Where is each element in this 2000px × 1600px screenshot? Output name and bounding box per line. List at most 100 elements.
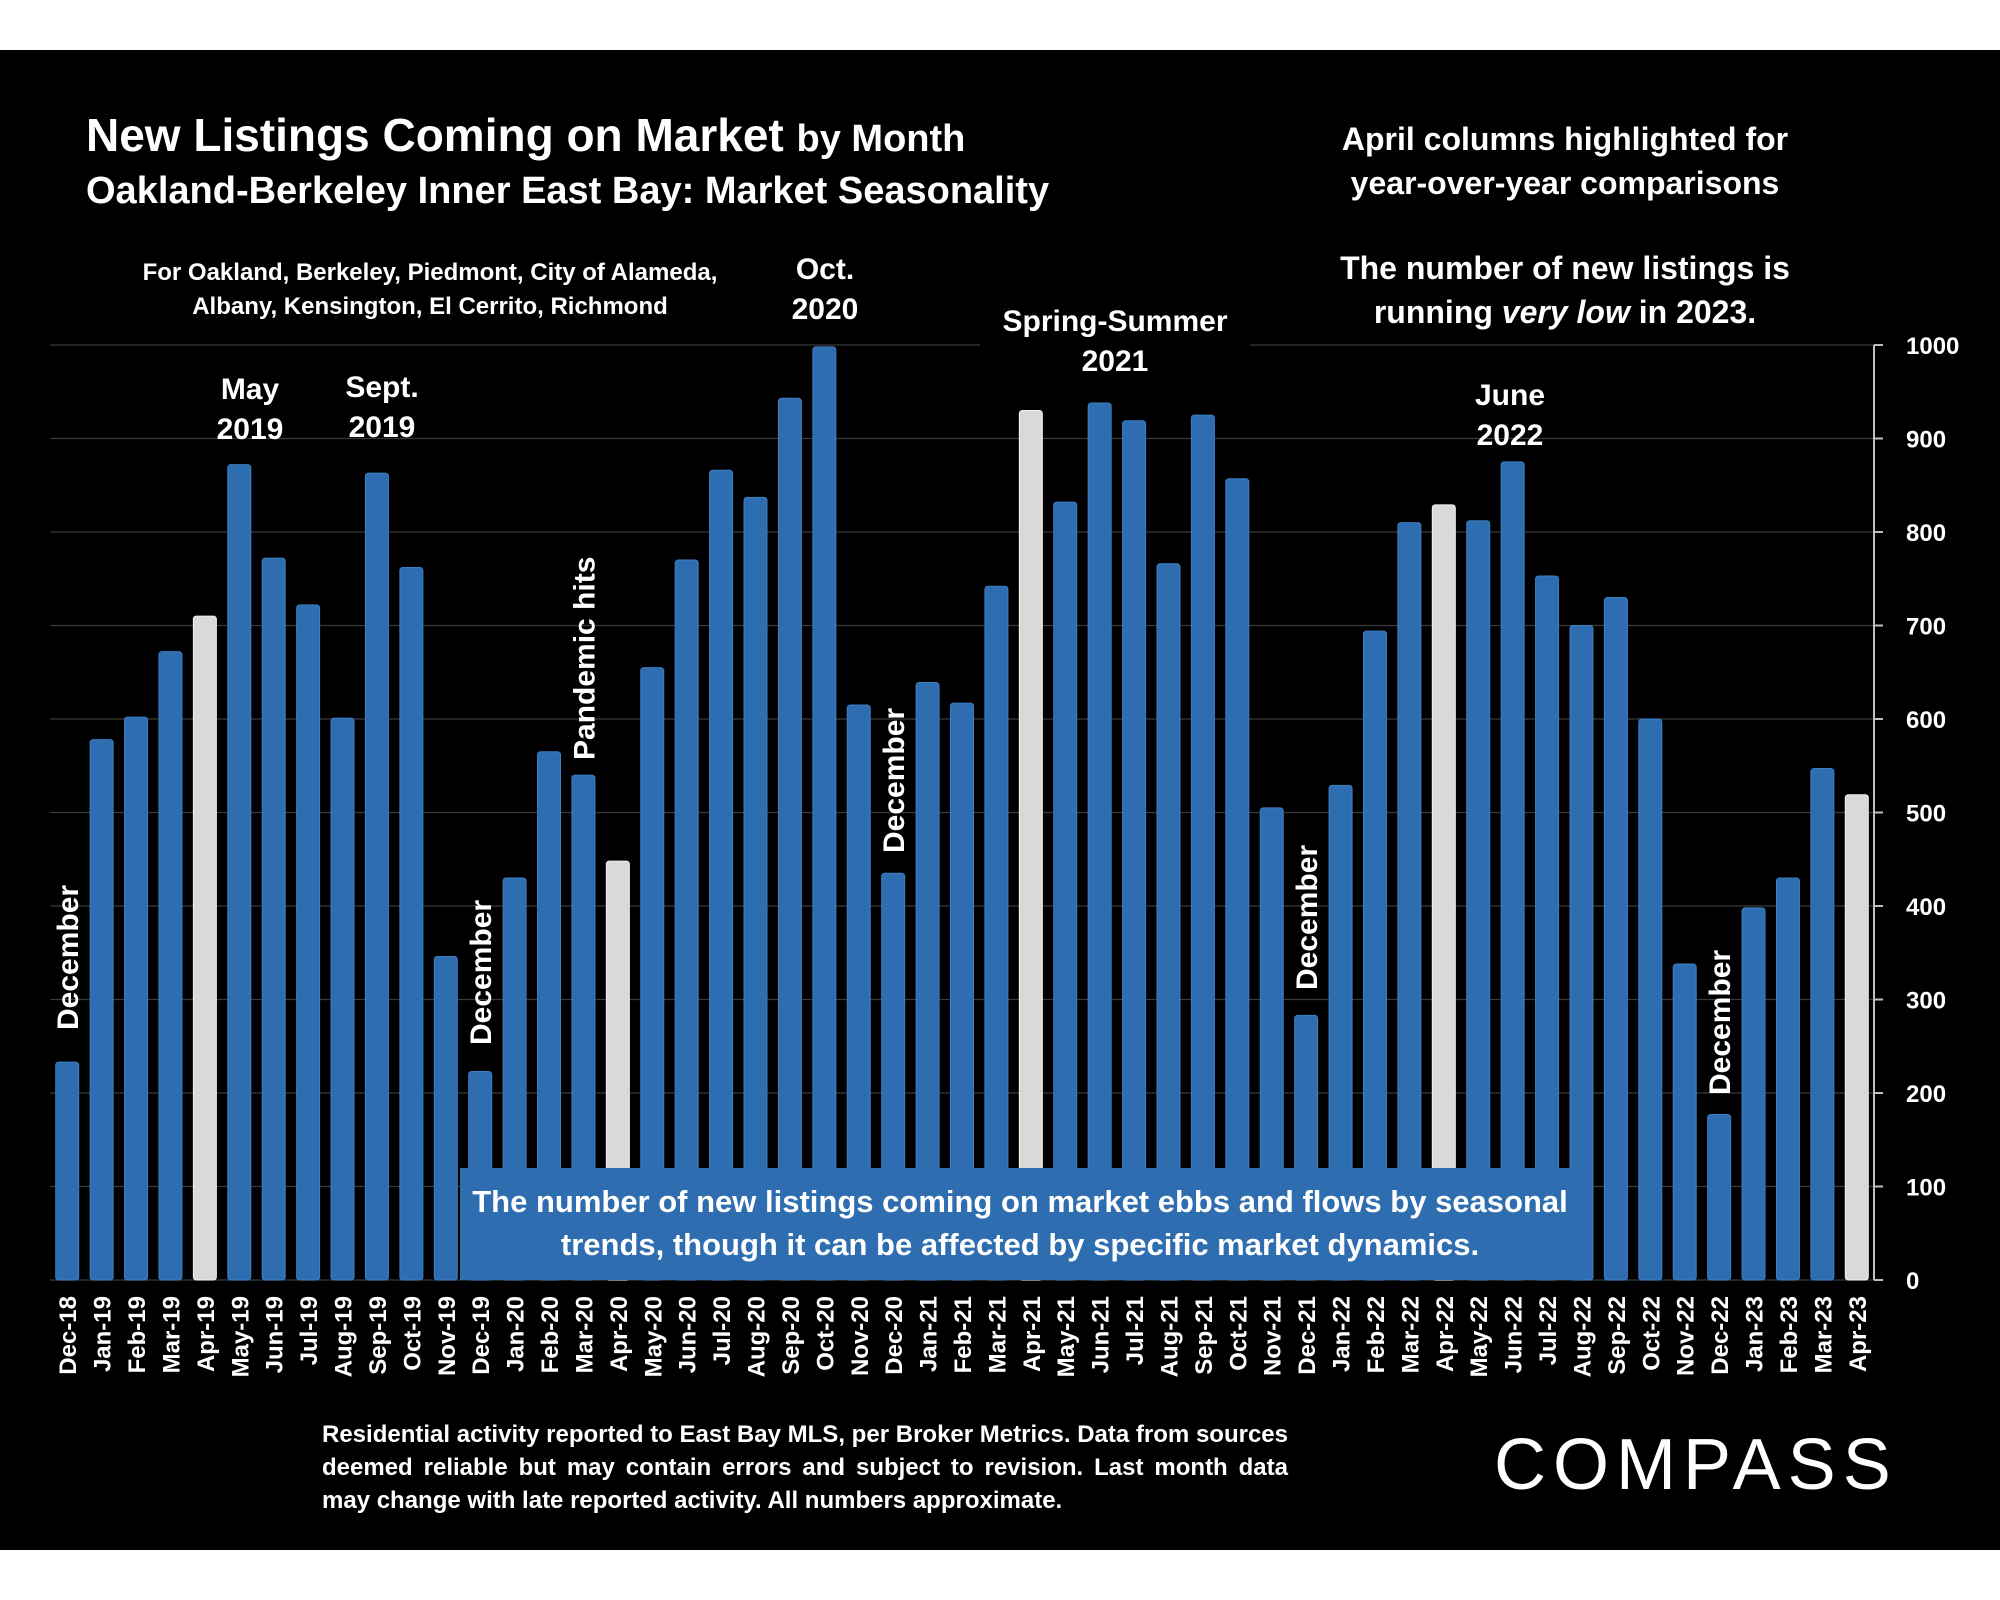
compass-logo: COMPASS	[1494, 1425, 1898, 1505]
annotation-december: December	[465, 900, 498, 1045]
x-tick-label: May-20	[640, 1296, 667, 1377]
y-tick-label: 800	[1906, 520, 1946, 547]
x-tick-label: Jul-21	[1122, 1296, 1149, 1365]
x-tick-label: Nov-22	[1673, 1296, 1700, 1376]
x-tick-label: Dec-18	[55, 1296, 82, 1375]
bar-jun-22	[1500, 461, 1525, 1281]
footnote: Residential activity reported to East Ba…	[322, 1421, 1288, 1514]
x-tick-label: Feb-22	[1363, 1296, 1390, 1373]
chart-title: New Listings Coming on Market by Month	[86, 109, 966, 161]
bar-aug-21	[1156, 563, 1181, 1281]
x-tick-label: Oct-20	[812, 1296, 839, 1371]
x-tick-label: Dec-19	[468, 1296, 495, 1375]
bar-mar-21	[984, 585, 1009, 1281]
bar-aug-19	[330, 717, 355, 1281]
bar-sep-22	[1603, 596, 1628, 1281]
x-tick-label: Apr-22	[1432, 1296, 1459, 1372]
x-tick-label: Jan-22	[1329, 1296, 1356, 1372]
bar-nov-21	[1259, 807, 1284, 1281]
x-tick-label: Oct-19	[399, 1296, 426, 1371]
bar-nov-19	[433, 955, 458, 1281]
bar-jan-23	[1741, 907, 1766, 1281]
x-tick-label: Jul-22	[1535, 1296, 1562, 1365]
x-tick-label: Apr-19	[193, 1296, 220, 1372]
y-tick-label: 700	[1906, 614, 1946, 641]
x-tick-label: Nov-21	[1260, 1296, 1287, 1376]
x-tick-label: Jul-19	[296, 1296, 323, 1365]
bar-jan-19	[89, 739, 114, 1281]
y-tick-label: 100	[1906, 1175, 1946, 1202]
x-tick-label: Mar-23	[1810, 1296, 1837, 1373]
x-tick-label: Sep-20	[778, 1296, 805, 1375]
bar-may-22	[1466, 520, 1491, 1281]
x-tick-label: Feb-19	[124, 1296, 151, 1373]
annotation-spring-summer-2021: Spring-Summer 2021	[980, 302, 1250, 382]
y-tick-label: 600	[1906, 707, 1946, 734]
x-tick-label: Jun-21	[1088, 1296, 1115, 1373]
bar-feb-21	[950, 702, 974, 1281]
x-tick-label: Dec-21	[1294, 1296, 1321, 1375]
x-tick-label: Jul-20	[709, 1296, 736, 1365]
subtitle-note: For Oakland, Berkeley, Piedmont, City of…	[142, 259, 718, 320]
bar-jan-21	[915, 682, 940, 1281]
x-tick-label: Nov-19	[434, 1296, 461, 1376]
bar-mar-23	[1810, 768, 1835, 1281]
x-tick-label: Oct-22	[1638, 1296, 1665, 1371]
chart-subtitle: Oakland-Berkeley Inner East Bay: Market …	[86, 170, 1050, 212]
bar-sep-19	[364, 472, 389, 1281]
x-tick-label: Aug-20	[744, 1296, 771, 1377]
x-tick-label: Mar-21	[984, 1296, 1011, 1373]
x-tick-label: Apr-20	[606, 1296, 633, 1372]
x-tick-label: Sep-22	[1604, 1296, 1631, 1375]
bar-apr-19	[192, 615, 217, 1281]
bar-dec-18	[55, 1061, 80, 1281]
bar-apr-22	[1431, 504, 1456, 1281]
y-tick-label: 0	[1906, 1268, 1919, 1295]
bar-aug-22	[1569, 625, 1594, 1281]
annotation-sept-2019: Sept. 2019	[345, 371, 419, 444]
bar-feb-23	[1775, 877, 1800, 1281]
bar-sep-20	[777, 397, 802, 1281]
y-tick-label: 1000	[1906, 333, 1959, 360]
x-tick-label: May-21	[1053, 1296, 1080, 1377]
x-tick-label: Jun-19	[262, 1296, 289, 1373]
x-tick-label: Feb-23	[1776, 1296, 1803, 1373]
bar-mar-19	[158, 651, 183, 1281]
bar-jun-20	[674, 559, 699, 1281]
x-tick-label: Jun-22	[1501, 1296, 1528, 1373]
bar-nov-22	[1672, 963, 1697, 1281]
bar-feb-19	[124, 716, 149, 1281]
bar-sep-21	[1190, 414, 1215, 1281]
bar-dec-22	[1707, 1114, 1732, 1281]
bar-may-21	[1053, 501, 1078, 1281]
bar-apr-21	[1018, 409, 1043, 1281]
x-tick-label: May-22	[1466, 1296, 1493, 1377]
bar-oct-21	[1225, 478, 1250, 1281]
annotation-oct-2020: Oct. 2020	[791, 253, 859, 326]
x-tick-label: Apr-21	[1019, 1296, 1046, 1372]
bar-may-19	[227, 464, 252, 1281]
bar-feb-20	[537, 751, 562, 1281]
x-tick-label: Sep-21	[1191, 1296, 1218, 1375]
x-tick-label: Nov-20	[847, 1296, 874, 1376]
bar-aug-20	[743, 496, 768, 1281]
callout-box	[460, 1168, 1580, 1280]
y-tick-label: 400	[1906, 894, 1946, 921]
annotation-pandemic-hits: Pandemic hits	[568, 557, 601, 760]
bar-mar-22	[1397, 522, 1422, 1281]
x-tick-label: Aug-22	[1569, 1296, 1596, 1377]
x-tick-label: Dec-22	[1707, 1296, 1734, 1375]
y-tick-label: 500	[1906, 801, 1946, 828]
x-tick-label: Jan-23	[1742, 1296, 1769, 1372]
bar-jun-19	[261, 557, 286, 1281]
annotation-may-2019: May 2019	[216, 373, 284, 446]
x-tick-label: Aug-21	[1156, 1296, 1183, 1377]
annotation-december: December	[52, 885, 85, 1030]
bar-jul-19	[296, 604, 321, 1281]
bar-apr-23	[1844, 794, 1869, 1281]
y-tick-label: 200	[1906, 1081, 1946, 1108]
annotation-june-2022: June 2022	[1474, 379, 1546, 452]
x-tick-label: Mar-19	[158, 1296, 185, 1373]
bar-oct-19	[399, 567, 424, 1281]
